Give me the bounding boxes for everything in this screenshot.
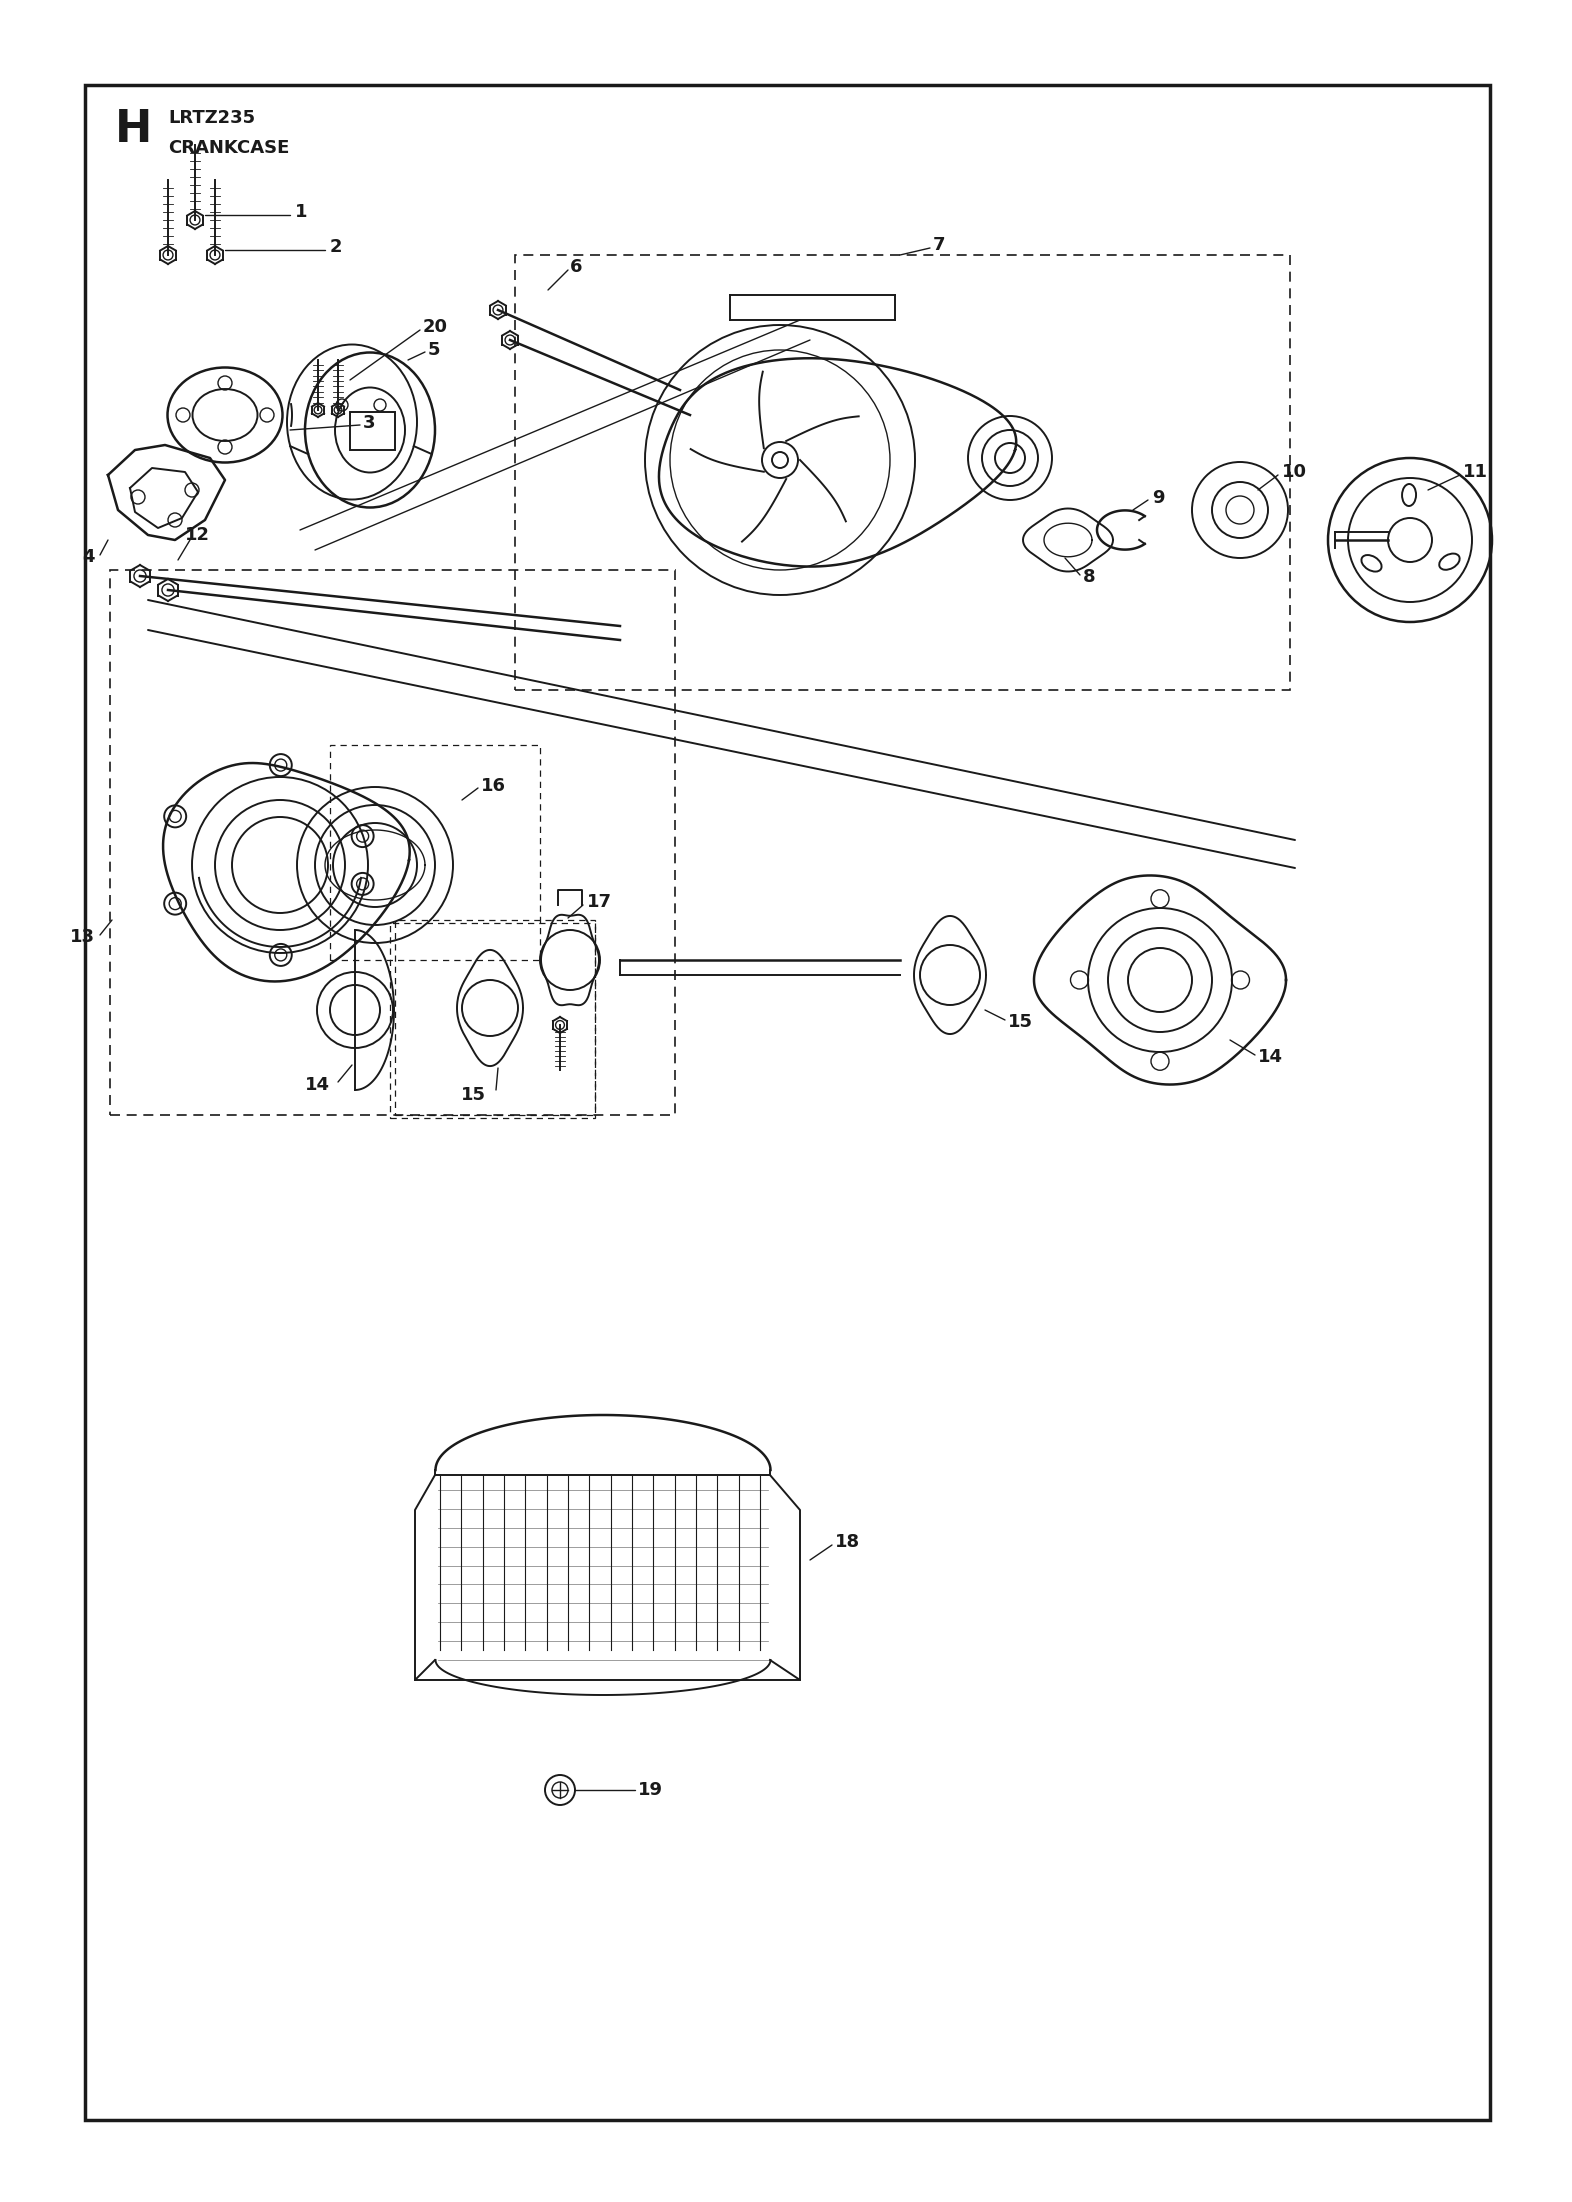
- Text: 6: 6: [571, 258, 583, 275]
- Bar: [85, 86, 1490, 2121]
- Text: 8: 8: [1083, 568, 1096, 586]
- Text: 15: 15: [1008, 1013, 1033, 1031]
- Text: 12: 12: [185, 526, 211, 544]
- Text: 3: 3: [363, 414, 376, 432]
- Text: 14: 14: [1258, 1048, 1283, 1066]
- Text: 20: 20: [423, 317, 448, 337]
- Bar: [395, 920, 594, 1114]
- Text: 11: 11: [1464, 462, 1489, 480]
- Text: 14: 14: [305, 1077, 330, 1094]
- Text: H: H: [115, 108, 152, 152]
- Text: 19: 19: [638, 1781, 663, 1799]
- Bar: [330, 744, 541, 960]
- Text: 9: 9: [1152, 489, 1165, 506]
- Text: LRTZ235: LRTZ235: [168, 110, 255, 128]
- Text: 18: 18: [835, 1533, 860, 1550]
- Text: 13: 13: [71, 927, 94, 947]
- Text: 2: 2: [330, 238, 343, 255]
- Text: 1: 1: [296, 203, 308, 220]
- Bar: [351, 412, 395, 449]
- Text: 16: 16: [481, 777, 506, 795]
- Bar: [390, 923, 594, 1119]
- Text: 10: 10: [1283, 462, 1306, 480]
- Text: 7: 7: [934, 236, 945, 253]
- Text: 15: 15: [461, 1086, 486, 1103]
- Text: 5: 5: [428, 341, 440, 359]
- Bar: [516, 255, 1291, 689]
- Bar: [110, 570, 674, 1114]
- Text: 4: 4: [82, 548, 94, 566]
- Text: 17: 17: [586, 894, 612, 912]
- Text: CRANKCASE: CRANKCASE: [168, 139, 289, 156]
